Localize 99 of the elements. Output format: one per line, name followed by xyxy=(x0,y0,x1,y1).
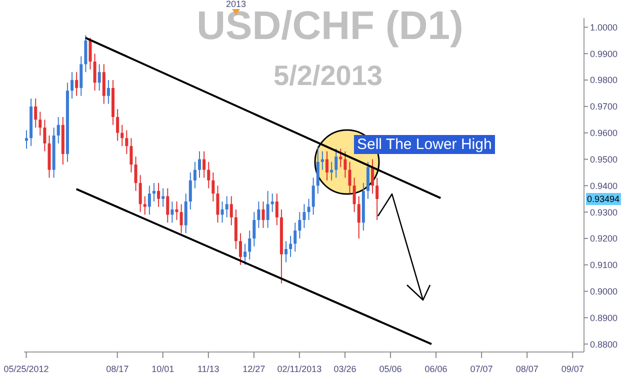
x-tick-label: 10/01 xyxy=(152,364,174,374)
x-tick-label: 05/06 xyxy=(379,364,402,374)
candlestick xyxy=(238,232,242,266)
y-tick-label: 0.9400 xyxy=(590,180,618,191)
candlestick xyxy=(298,212,302,239)
candlestick xyxy=(294,222,297,252)
candlestick xyxy=(93,53,96,92)
candlestick xyxy=(357,196,360,239)
candlestick xyxy=(320,150,324,170)
candlestick xyxy=(180,204,183,234)
candlestick xyxy=(376,177,379,220)
x-tick-label: 11/13 xyxy=(197,364,220,374)
candlestick xyxy=(38,111,42,136)
candlestick xyxy=(212,172,215,202)
text: 5/2/2013 xyxy=(272,60,384,92)
candlestick xyxy=(125,130,128,154)
candlestick xyxy=(75,72,78,96)
candlestick xyxy=(130,138,133,173)
candlestick xyxy=(175,201,178,220)
candlestick xyxy=(284,240,288,263)
candlestick xyxy=(302,204,306,228)
candlestick xyxy=(106,80,110,104)
candlestick xyxy=(157,182,160,208)
candlestick xyxy=(84,34,88,73)
candlestick xyxy=(152,182,156,202)
candlestick xyxy=(289,235,292,258)
text: 2013 xyxy=(226,0,246,9)
candlestick xyxy=(148,185,151,216)
candlestick xyxy=(225,196,228,218)
candlestick xyxy=(270,193,274,213)
candlestick xyxy=(166,188,170,224)
candlestick xyxy=(193,161,196,189)
candlestick xyxy=(56,116,60,144)
y-tick-label: 0.9500 xyxy=(590,154,618,164)
candlestick xyxy=(138,174,142,213)
candlestick xyxy=(170,201,174,224)
candlestick xyxy=(252,212,256,247)
x-tick-label: 08/17 xyxy=(106,364,129,374)
candlestick xyxy=(312,177,315,216)
candlestick xyxy=(230,196,233,226)
y-tick-label: 0.9300 xyxy=(590,207,618,218)
y-tick-label: 0.9600 xyxy=(590,128,618,138)
candlestick xyxy=(80,56,83,96)
y-tick-label: 0.9800 xyxy=(590,75,618,86)
candlestick xyxy=(70,72,74,100)
y-tick-label: 0.9200 xyxy=(590,234,618,244)
candlestick xyxy=(307,198,310,220)
x-tick-label: 02/11/2013 xyxy=(277,364,322,374)
candlestick xyxy=(134,156,138,192)
candlestick xyxy=(257,201,260,228)
candlestick xyxy=(316,146,320,194)
candlestick xyxy=(348,161,352,194)
candlestick xyxy=(162,188,165,208)
y-tick-label: 0.9000 xyxy=(590,286,618,296)
candlestick xyxy=(352,177,356,213)
candlestick xyxy=(234,208,238,250)
x-tick-label: 12/27 xyxy=(242,364,266,374)
candlestick xyxy=(244,243,247,266)
candlestick xyxy=(325,150,328,181)
candlestick xyxy=(116,108,120,142)
candlestick xyxy=(202,150,206,178)
x-tick-label: 07/07 xyxy=(470,364,493,374)
x-tick-label: 05/25/2012 xyxy=(4,364,49,374)
candlestick xyxy=(43,119,46,152)
candlestick xyxy=(339,148,342,168)
candlestick xyxy=(102,64,106,104)
candlestick xyxy=(334,148,338,178)
candlestick xyxy=(366,161,370,200)
candlestick xyxy=(184,193,188,234)
y-tick-label: 1.0000 xyxy=(590,22,618,32)
candlestick xyxy=(344,150,347,178)
candlestick xyxy=(120,124,124,147)
y-tick-label: 0.8900 xyxy=(590,312,618,323)
candlestick xyxy=(207,161,210,189)
annotation: 0.93494 xyxy=(586,193,621,206)
candlestick xyxy=(248,230,252,260)
y-tick-label: 0.9100 xyxy=(590,260,618,270)
candlestick xyxy=(98,64,101,92)
candlestick xyxy=(371,158,374,194)
candlestick xyxy=(25,130,28,150)
y-tick-label: 0.8800 xyxy=(590,339,618,350)
candlestick xyxy=(198,150,202,178)
x-tick-label: 09/07 xyxy=(561,364,584,374)
candlestick xyxy=(275,193,278,226)
x-tick-label: 03/26 xyxy=(334,364,356,374)
candlestick xyxy=(262,201,265,228)
x-tick-label: 06/06 xyxy=(424,364,448,374)
x-tick-label: 08/07 xyxy=(516,364,538,374)
annotation: Sell The Lower High xyxy=(354,135,495,154)
candlestick xyxy=(266,190,270,228)
candlestick xyxy=(330,161,334,181)
candlestick xyxy=(88,37,92,70)
candlestick xyxy=(143,196,146,216)
y-tick-label: 0.9700 xyxy=(590,102,618,112)
candlestick xyxy=(34,98,38,128)
candlestick xyxy=(188,172,192,210)
candlestick xyxy=(220,201,224,224)
y-tick-label: 0.9900 xyxy=(590,48,618,59)
candlestick xyxy=(216,185,220,224)
